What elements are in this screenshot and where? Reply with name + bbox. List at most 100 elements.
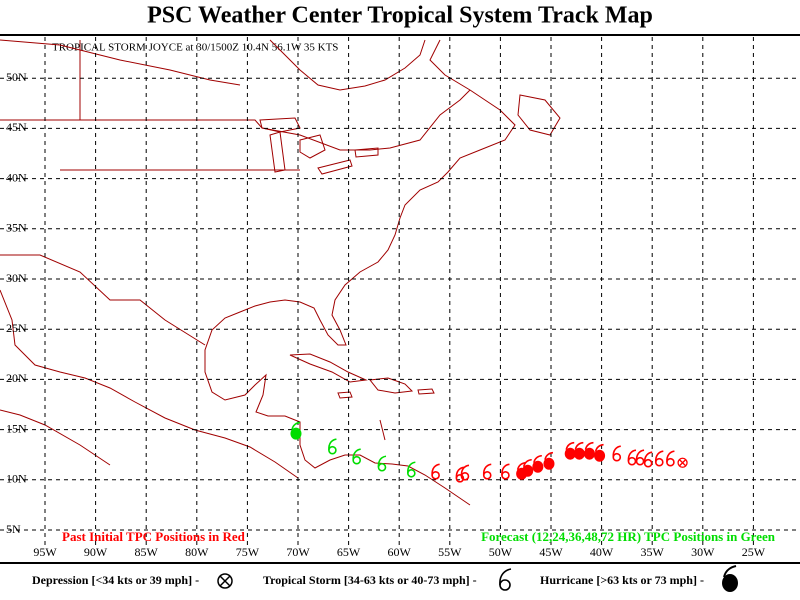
lake bbox=[299, 134, 326, 159]
depression-icon bbox=[217, 573, 233, 589]
border bbox=[0, 39, 241, 86]
hurricane-tail bbox=[516, 461, 526, 470]
lon-label: 95W bbox=[33, 545, 57, 559]
island bbox=[517, 94, 561, 136]
border bbox=[379, 419, 386, 441]
hurricane-tail bbox=[565, 441, 575, 450]
track-point bbox=[643, 451, 653, 468]
track-point bbox=[612, 445, 622, 462]
track-point bbox=[543, 451, 555, 470]
island bbox=[369, 377, 414, 394]
storm-icon bbox=[499, 568, 512, 591]
lon-label: 45W bbox=[539, 545, 563, 559]
track-point bbox=[677, 457, 688, 468]
lon-label: 90W bbox=[84, 545, 108, 559]
storm-info: TROPICAL STORM JOYCE at 30/1500Z 10.4N 5… bbox=[52, 42, 338, 54]
track-point bbox=[431, 463, 440, 480]
track-point bbox=[455, 466, 465, 483]
track-point bbox=[532, 454, 544, 473]
lat-label: 45N bbox=[6, 120, 27, 134]
graticule: 95W 90W 85W 80W 75W 70W 65W 60W 55W 50W 45W 40W 35W 3… bbox=[0, 37, 800, 559]
title: PSC Weather Center Tropical System Track… bbox=[147, 3, 653, 29]
hurricane-symbol bbox=[564, 447, 576, 460]
hurricane-tail bbox=[594, 443, 604, 452]
track-point bbox=[573, 441, 585, 460]
track-point bbox=[654, 450, 664, 467]
coastline bbox=[269, 39, 426, 91]
depression-cross bbox=[679, 459, 687, 467]
hurricane-symbol bbox=[573, 447, 585, 460]
hurricane-symbol bbox=[594, 449, 606, 462]
coastline bbox=[0, 289, 299, 479]
lon-label: 75W bbox=[236, 545, 260, 559]
lon-label: 40W bbox=[590, 545, 614, 559]
tracks bbox=[290, 421, 688, 483]
island bbox=[417, 388, 435, 395]
legend-hurricane: Hurricane [>63 kts or 73 mph] - bbox=[540, 573, 704, 587]
hurricane-symbol bbox=[290, 427, 302, 440]
storm-tail bbox=[612, 445, 621, 458]
legend-storm: Tropical Storm [34-63 kts or 40-73 mph] … bbox=[263, 573, 477, 587]
lat-label: 35N bbox=[6, 221, 27, 235]
hurricane-tail bbox=[574, 441, 584, 450]
lat-label: 30N bbox=[6, 271, 27, 285]
lon-label: 65W bbox=[337, 545, 361, 559]
hurricane-symbol bbox=[532, 460, 544, 473]
border bbox=[0, 254, 206, 346]
storm-tail bbox=[352, 448, 361, 461]
depression-symbol bbox=[677, 457, 688, 468]
track-point bbox=[352, 448, 361, 465]
storm-tail bbox=[654, 450, 664, 463]
track-point bbox=[482, 463, 492, 480]
lon-label: 25W bbox=[742, 545, 766, 559]
island bbox=[337, 391, 353, 399]
storm-tail bbox=[501, 463, 510, 476]
storm-tail bbox=[407, 461, 416, 474]
hurricane-tail bbox=[584, 441, 594, 450]
lon-label: 50W bbox=[489, 545, 513, 559]
lon-label: 55W bbox=[438, 545, 462, 559]
coastline bbox=[204, 39, 516, 506]
storm-tail bbox=[431, 463, 440, 476]
track-point bbox=[666, 450, 675, 467]
track-point bbox=[627, 449, 637, 466]
lon-label: 70W bbox=[286, 545, 310, 559]
hurricane-tail bbox=[522, 458, 532, 467]
track-point bbox=[564, 441, 576, 460]
lat-label: 25N bbox=[6, 321, 27, 335]
hurricane-symbol bbox=[583, 447, 595, 460]
lon-label: 35W bbox=[641, 545, 665, 559]
storm-tail bbox=[627, 449, 637, 462]
track-point bbox=[635, 449, 645, 466]
hurricane-symbol bbox=[516, 467, 528, 480]
storm-tail bbox=[635, 449, 645, 462]
lon-label: 85W bbox=[135, 545, 159, 559]
lat-label: 10N bbox=[6, 472, 27, 486]
track-point bbox=[377, 455, 387, 472]
storm-tail bbox=[328, 438, 337, 451]
hurricane-tail bbox=[533, 454, 542, 463]
lat-label: 15N bbox=[6, 421, 27, 435]
hurricane-tail bbox=[544, 451, 554, 460]
island bbox=[289, 353, 368, 383]
track-point bbox=[594, 443, 606, 462]
track-point bbox=[328, 438, 337, 455]
hurricane-symbol bbox=[543, 457, 555, 470]
track-point bbox=[501, 463, 510, 480]
track-point bbox=[407, 461, 416, 478]
lon-label: 30W bbox=[691, 545, 715, 559]
lat-label: 50N bbox=[6, 70, 27, 84]
hurricane-tail bbox=[291, 421, 301, 430]
legend-depression: Depression [<34 kts or 39 mph] - bbox=[32, 573, 199, 587]
lon-label: 60W bbox=[388, 545, 412, 559]
lat-label: 40N bbox=[6, 170, 27, 184]
forecast-note: Forecast (12,24,36,48,72 HR) TPC Positio… bbox=[481, 529, 776, 544]
storm-tail bbox=[482, 463, 492, 476]
lake bbox=[354, 147, 379, 158]
border bbox=[0, 89, 471, 151]
lat-label: 20N bbox=[6, 371, 27, 385]
lake bbox=[259, 117, 301, 133]
storm-tail bbox=[377, 455, 387, 468]
past-note: Past Initial TPC Positions in Red bbox=[62, 529, 246, 544]
